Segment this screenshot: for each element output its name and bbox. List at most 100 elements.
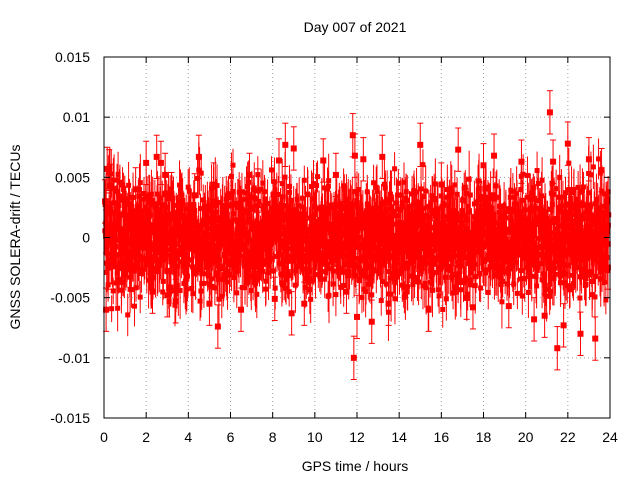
data-point xyxy=(401,179,407,185)
data-point xyxy=(415,240,421,246)
data-point xyxy=(409,210,415,216)
data-point xyxy=(136,229,142,235)
data-point xyxy=(211,259,217,265)
data-point xyxy=(348,210,354,216)
data-point xyxy=(141,215,147,221)
data-point xyxy=(182,278,188,284)
data-point xyxy=(280,224,286,230)
data-point xyxy=(364,189,370,195)
data-point xyxy=(115,171,121,177)
data-point xyxy=(478,222,484,228)
data-point xyxy=(560,261,566,267)
data-point xyxy=(386,269,392,275)
data-point xyxy=(121,186,127,192)
data-point xyxy=(131,268,137,274)
data-point xyxy=(367,264,373,270)
data-point xyxy=(378,298,384,304)
data-point xyxy=(309,184,315,190)
data-point xyxy=(468,270,474,276)
data-point xyxy=(138,208,144,214)
data-point xyxy=(571,187,577,193)
data-point xyxy=(379,201,385,207)
data-point xyxy=(111,236,117,242)
data-point xyxy=(525,221,531,227)
data-point xyxy=(446,263,452,269)
data-point xyxy=(575,184,581,190)
data-point xyxy=(204,235,210,241)
data-point xyxy=(157,257,163,263)
data-point xyxy=(148,222,154,228)
data-point xyxy=(406,260,412,266)
data-point xyxy=(440,306,446,312)
data-point xyxy=(481,244,487,250)
data-point xyxy=(569,249,575,255)
data-point xyxy=(129,211,135,217)
data-point xyxy=(584,206,590,212)
data-point xyxy=(487,256,493,262)
data-point xyxy=(197,243,203,249)
data-point xyxy=(427,279,433,285)
data-point xyxy=(137,180,143,186)
data-point xyxy=(415,274,421,280)
data-point xyxy=(164,204,170,210)
data-point xyxy=(532,256,538,262)
data-point xyxy=(304,278,310,284)
data-point xyxy=(497,204,503,210)
data-point xyxy=(126,182,132,188)
data-point xyxy=(376,205,382,211)
data-point xyxy=(154,191,160,197)
data-point xyxy=(475,208,481,214)
data-point xyxy=(239,284,245,290)
data-point xyxy=(124,220,130,226)
data-point xyxy=(407,257,413,263)
data-point xyxy=(228,173,234,179)
data-point xyxy=(269,167,275,173)
data-point xyxy=(511,194,517,200)
data-point xyxy=(541,278,547,284)
data-point xyxy=(259,234,265,240)
data-point xyxy=(488,196,494,202)
data-point xyxy=(579,216,585,222)
data-point xyxy=(230,162,236,168)
data-point xyxy=(113,243,119,249)
data-point xyxy=(533,274,539,280)
data-point xyxy=(379,259,385,265)
data-point xyxy=(233,217,239,223)
data-point xyxy=(436,293,442,299)
data-point xyxy=(572,202,578,208)
data-point xyxy=(204,261,210,267)
data-point xyxy=(338,226,344,232)
data-point xyxy=(577,295,583,301)
data-point xyxy=(136,193,142,199)
data-point xyxy=(451,253,457,259)
data-point xyxy=(317,237,323,243)
data-point xyxy=(159,202,165,208)
data-point xyxy=(369,292,375,298)
data-point xyxy=(244,190,250,196)
data-point xyxy=(366,205,372,211)
data-point xyxy=(330,257,336,263)
data-point xyxy=(405,236,411,242)
data-point xyxy=(293,246,299,252)
data-point xyxy=(420,205,426,211)
data-point xyxy=(395,251,401,257)
data-point xyxy=(170,195,176,201)
data-point xyxy=(534,168,540,174)
data-point xyxy=(553,186,559,192)
data-point xyxy=(371,257,377,263)
data-point xyxy=(381,223,387,229)
data-point xyxy=(260,268,266,274)
data-point xyxy=(466,261,472,267)
data-point xyxy=(205,216,211,222)
data-point xyxy=(224,230,230,236)
data-point xyxy=(284,217,290,223)
data-point xyxy=(253,278,259,284)
data-point xyxy=(384,196,390,202)
data-point xyxy=(200,197,206,203)
data-point xyxy=(197,206,203,212)
data-point xyxy=(366,243,372,249)
data-point xyxy=(391,266,397,272)
data-point xyxy=(547,293,553,299)
data-point xyxy=(583,276,589,282)
data-point xyxy=(242,285,248,291)
